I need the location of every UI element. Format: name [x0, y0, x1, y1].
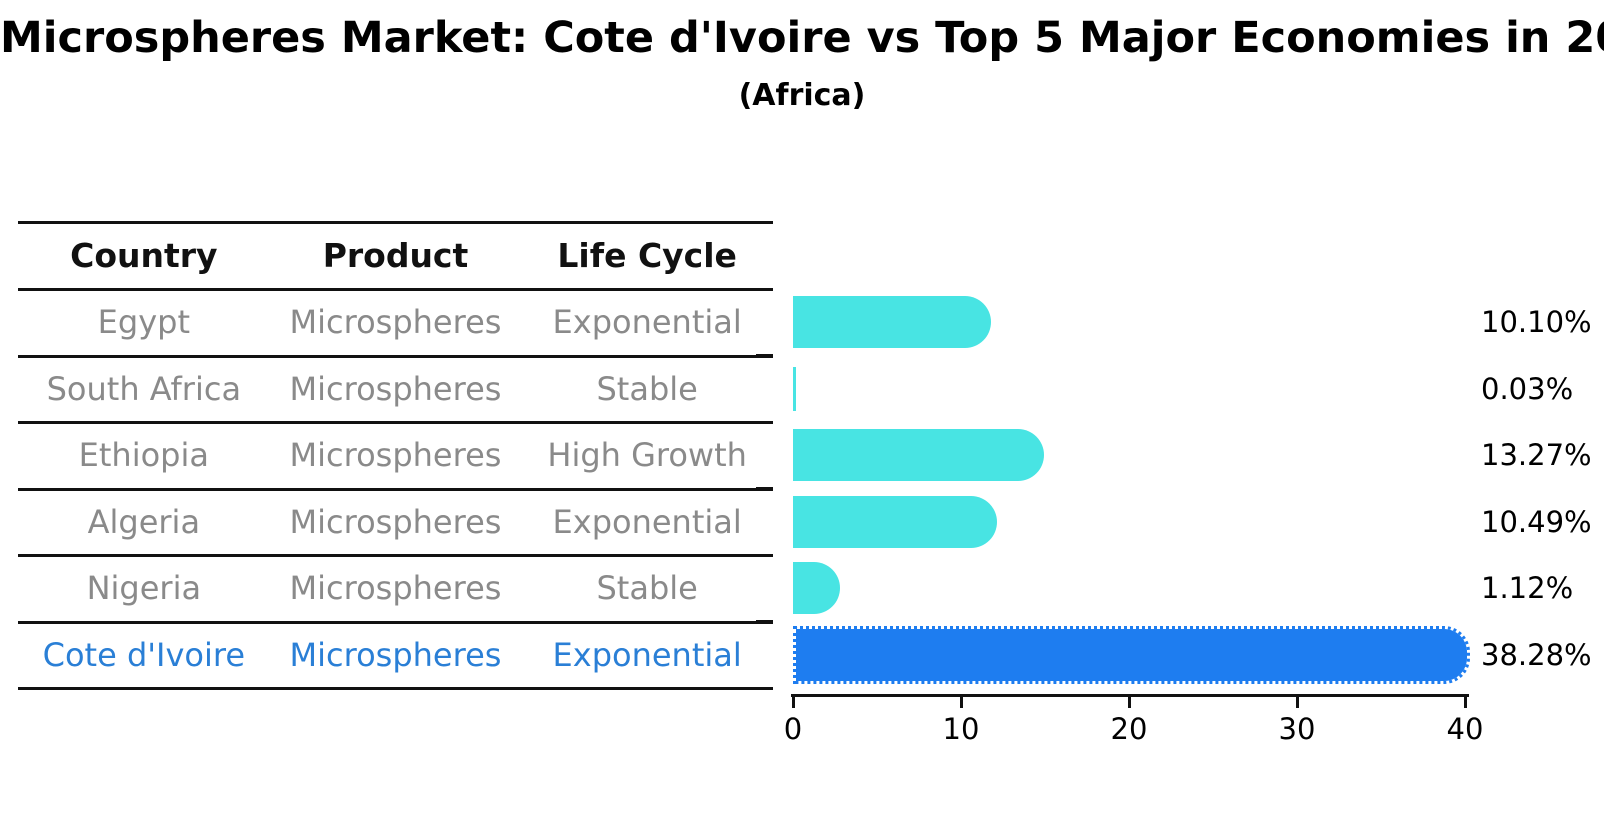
chart-title: Microspheres Market: Cote d'Ivoire vs To…	[0, 13, 1604, 63]
y-tick	[756, 420, 773, 424]
table-cell-country: Nigeria	[86, 569, 202, 607]
table-row: Ethiopia Microspheres High Growth	[18, 422, 773, 489]
table-cell-country: Egypt	[97, 303, 190, 341]
table-row: South Africa Microspheres Stable	[18, 356, 773, 423]
table-header-cell: Product	[322, 236, 469, 275]
bar	[793, 495, 998, 548]
bar-value-label: 1.12%	[1481, 571, 1574, 605]
table-row: Nigeria Microspheres Stable	[18, 555, 773, 622]
x-tick	[1127, 694, 1131, 708]
bar-value-label: 0.03%	[1481, 371, 1574, 406]
table-cell-product: Microspheres	[289, 303, 502, 341]
table-cell-life-cycle: High Growth	[547, 436, 747, 474]
bar	[793, 562, 840, 614]
y-tick	[756, 487, 773, 490]
table-rule	[18, 354, 773, 358]
table-cell-product: Microspheres	[289, 436, 502, 474]
table-cell-country: Cote d'Ivoire	[42, 635, 246, 674]
bar-value-label: 38.28%	[1481, 637, 1592, 672]
table-cell-life-cycle: Exponential	[552, 303, 742, 341]
x-tick	[1295, 694, 1299, 708]
table-cell-country: Algeria	[87, 502, 201, 541]
table-cell-life-cycle: Stable	[596, 569, 698, 607]
bar	[793, 296, 991, 348]
x-tick-label: 30	[1278, 712, 1316, 746]
table-header-cell: Country	[70, 236, 218, 275]
table-cell-product: Microspheres	[289, 502, 502, 541]
bar-value-label: 10.10%	[1481, 305, 1592, 339]
table-rule	[18, 687, 773, 690]
table-cell-country: Ethiopia	[78, 436, 209, 474]
table-row: Egypt Microspheres Exponential	[18, 289, 773, 356]
table-cell-product: Microspheres	[289, 369, 502, 408]
x-tick-label: 10	[942, 712, 980, 746]
table-rule	[18, 487, 773, 491]
bar-value-label: 13.27%	[1481, 438, 1592, 472]
x-tick-label: 0	[783, 712, 803, 746]
table-cell-life-cycle: Stable	[596, 369, 698, 408]
x-tick	[1463, 694, 1467, 708]
y-tick	[756, 620, 773, 623]
y-tick	[756, 553, 773, 557]
bar-value-label: 10.49%	[1481, 504, 1592, 539]
y-tick	[756, 686, 773, 690]
table-cell-product: Microspheres	[289, 635, 502, 674]
table-cell-life-cycle: Exponential	[552, 502, 742, 541]
x-tick	[959, 694, 963, 708]
table-rule	[18, 620, 773, 624]
table-header-cell: Life Cycle	[557, 236, 737, 275]
table-rule	[18, 288, 773, 291]
y-tick	[756, 354, 773, 357]
x-tick	[791, 694, 795, 708]
table-row: Cote d'Ivoire Microspheres Exponential	[18, 622, 773, 689]
bar	[793, 429, 1044, 481]
chart-subtitle: (Africa)	[738, 78, 866, 113]
table-rule	[18, 221, 773, 224]
table-cell-life-cycle: Exponential	[552, 635, 742, 674]
x-tick-label: 20	[1110, 712, 1148, 746]
bar-highlight	[793, 625, 1471, 684]
table-row: Algeria Microspheres Exponential	[18, 489, 773, 556]
table-rule	[18, 421, 773, 424]
table-cell-country: South Africa	[46, 369, 242, 408]
bar	[793, 366, 796, 411]
table-rule	[18, 554, 773, 557]
x-tick-label: 40	[1446, 712, 1484, 746]
table-cell-product: Microspheres	[289, 569, 502, 607]
y-tick	[756, 287, 773, 291]
